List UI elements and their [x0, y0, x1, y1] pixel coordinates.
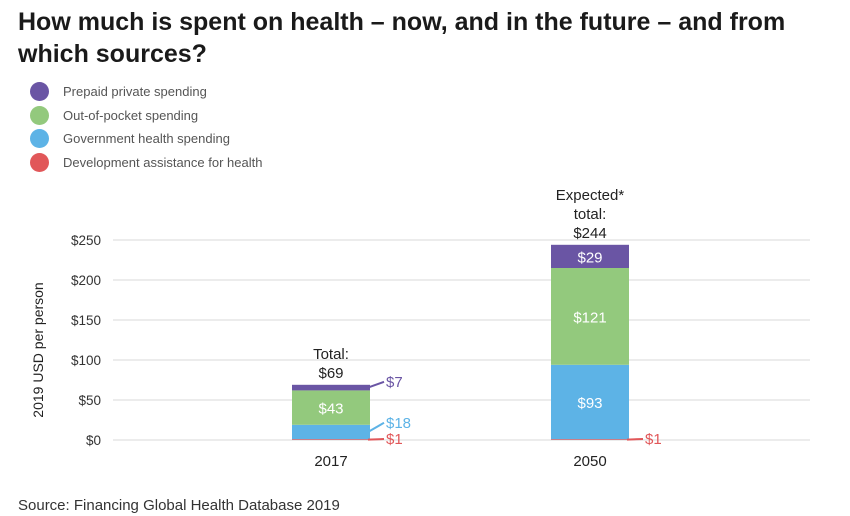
bar-segment — [292, 439, 370, 440]
y-axis-title: 2019 USD per person — [30, 282, 46, 417]
bar-segment — [551, 244, 629, 268]
total-label: total: — [574, 206, 607, 223]
segment-value-label: $121 — [573, 309, 606, 326]
bar-segment — [292, 384, 370, 391]
legend: Prepaid private spending Out-of-pocket sp… — [30, 80, 262, 174]
y-tick-label: $150 — [71, 313, 101, 328]
y-tick-label: $250 — [71, 233, 101, 248]
legend-item: Out-of-pocket spending — [30, 104, 262, 128]
segment-value-label: $43 — [318, 401, 343, 418]
legend-label: Development assistance for health — [63, 154, 263, 170]
legend-swatch — [30, 152, 49, 172]
callout-line — [367, 438, 385, 441]
legend-swatch — [30, 105, 49, 125]
y-tick-label: $0 — [86, 433, 101, 448]
callout-value-label: $1 — [386, 431, 403, 448]
bar-segment — [551, 439, 629, 440]
callout-line — [367, 380, 385, 389]
segment-value-label: $93 — [577, 395, 602, 412]
callout-line — [626, 438, 644, 441]
callout-line — [367, 421, 385, 433]
legend-item: Government health spending — [30, 127, 262, 151]
bar-segment — [292, 390, 370, 425]
callout-value-label: $7 — [386, 374, 403, 391]
segment-value-label: $29 — [577, 249, 602, 266]
y-tick-label: $200 — [71, 273, 101, 288]
legend-swatch — [30, 82, 49, 102]
x-category-label: 2050 — [573, 453, 606, 470]
bar-segment — [292, 424, 370, 440]
legend-item: Prepaid private spending — [30, 80, 262, 104]
stacked-bar-chart: $0 $50 $100 $150 $200 $250 2019 USD per person… — [30, 187, 810, 470]
legend-label: Government health spending — [63, 131, 230, 147]
legend-label: Out-of-pocket spending — [63, 107, 199, 123]
x-category-label: 2017 — [314, 453, 347, 470]
bar-segment — [551, 268, 629, 365]
callout-value-label: $1 — [645, 431, 662, 448]
y-tick-label: $100 — [71, 353, 101, 368]
bar-segment — [551, 364, 629, 440]
callout-value-label: $18 — [386, 415, 411, 432]
y-tick-label: $50 — [78, 393, 101, 408]
legend-item: Development assistance for health — [30, 151, 262, 175]
chart-title: How much is spent on health – now, and i… — [18, 8, 786, 68]
total-label: Total: — [313, 346, 349, 363]
total-label: $69 — [318, 365, 343, 382]
legend-label: Prepaid private spending — [63, 84, 207, 100]
total-label: Expected* — [556, 187, 625, 204]
source-note: Source: Financing Global Health Database… — [18, 497, 340, 514]
legend-swatch — [30, 129, 49, 149]
total-label: $244 — [573, 225, 606, 242]
